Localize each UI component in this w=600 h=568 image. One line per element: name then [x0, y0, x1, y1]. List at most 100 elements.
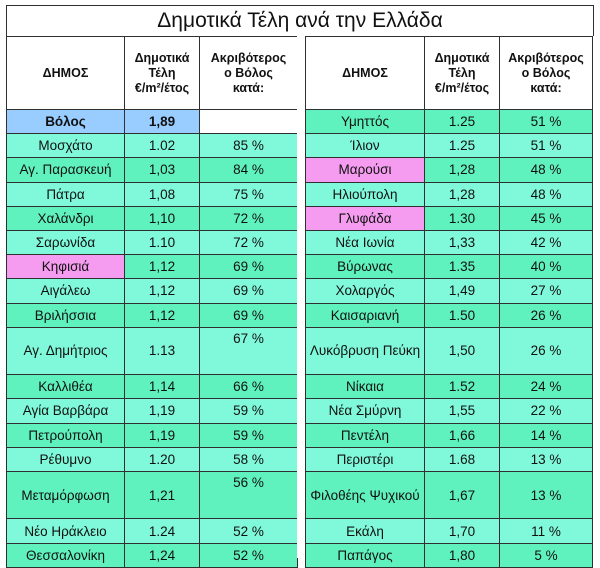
fees-sheet: Δημοτικά Τέλη ανά την Ελλάδα ΔΗΜΟΣ Δημοτ… — [6, 5, 594, 568]
cell-city: Ρέθυμνο — [6, 446, 125, 472]
cell-diff: 84 % — [199, 157, 298, 183]
cell-diff: 69 % — [199, 254, 298, 280]
table-row: Νέο Ηράκλειο 1.24 52 % — [6, 518, 298, 544]
table-row: Μαρούσι 1,28 48 % — [305, 157, 593, 183]
cell-city: Ίλιον — [305, 133, 425, 159]
table-row: Χολαργός 1,49 27 % — [305, 278, 593, 304]
cell-city: Αγ. Δημήτριος — [6, 326, 125, 376]
header-fee: Δημοτικά Τέλη €/m²/έτος — [124, 36, 200, 110]
table-row: Ίλιον 1.25 51 % — [305, 133, 593, 159]
cell-fee: 1,49 — [424, 278, 500, 304]
cell-diff: 52 % — [199, 518, 298, 544]
table-row: Καισαριανή 1.50 26 % — [305, 302, 593, 328]
cell-diff: 48 % — [499, 181, 593, 207]
cell-city: Χαλάνδρι — [6, 205, 125, 231]
cell-diff: 69 % — [199, 278, 298, 304]
cell-city: Νέο Ηράκλειο — [6, 518, 125, 544]
cell-fee: 1.68 — [424, 446, 500, 472]
table-row: Νέα Ιωνία 1,33 42 % — [305, 229, 593, 256]
cell-fee: 1.10 — [124, 229, 200, 256]
header-city: ΔΗΜΟΣ — [305, 36, 425, 110]
right-table: ΔΗΜΟΣ Δημοτικά Τέλη €/m²/έτος Ακριβότερος ο… — [305, 36, 593, 568]
cell-diff: 24 % — [499, 374, 593, 400]
cell-fee: 1,10 — [124, 205, 200, 231]
cell-city: Αιγάλεω — [6, 278, 125, 304]
table-row: Παπάγος 1,80 5 % — [305, 542, 593, 568]
cell-fee: 1.13 — [124, 326, 200, 376]
cell-city: Μεταμόρφωση — [6, 470, 125, 520]
cell-city: Ηλιούπολη — [305, 181, 425, 207]
cell-diff: 40 % — [499, 254, 593, 280]
header-fee: Δημοτικά Τέλη €/m²/έτος — [424, 36, 500, 110]
cell-diff: 27 % — [499, 278, 593, 304]
table-row: Χαλάνδρι 1,10 72 % — [6, 205, 298, 231]
table-row: Υμηττός 1.25 51 % — [305, 108, 593, 135]
table-row: Πετρούπολη 1,19 59 % — [6, 422, 298, 448]
cell-fee: 1,66 — [424, 422, 500, 448]
cell-fee: 1,28 — [424, 157, 500, 183]
table-row: Αγία Βαρβάρα 1,19 59 % — [6, 398, 298, 424]
cell-fee: 1.50 — [424, 302, 500, 328]
cell-diff: 85 % — [199, 133, 298, 159]
cell-fee: 1,70 — [424, 518, 500, 544]
cell-diff: 56 % — [199, 470, 298, 520]
cell-diff: 11 % — [499, 518, 593, 544]
cell-diff: 45 % — [499, 205, 593, 231]
cell-city: Σαρωνίδα — [6, 229, 125, 256]
header-diff: Ακριβότερος ο Βόλος κατά: — [499, 36, 593, 110]
cell-diff: 72 % — [199, 229, 298, 256]
cell-diff: 66 % — [199, 374, 298, 400]
cell-city: Νέα Ιωνία — [305, 229, 425, 256]
table-row: Κηφισιά 1,12 69 % — [6, 254, 298, 280]
cell-city: Βύρωνας — [305, 254, 425, 280]
table-row: Ρέθυμνο 1.20 58 % — [6, 446, 298, 472]
cell-diff: 59 % — [199, 398, 298, 424]
cell-diff: 26 % — [499, 302, 593, 328]
cell-diff: 26 % — [499, 326, 593, 376]
table-title: Δημοτικά Τέλη ανά την Ελλάδα — [6, 5, 594, 36]
cell-city: Βριλήσσια — [6, 302, 125, 328]
cell-fee: 1,12 — [124, 254, 200, 280]
table-row: Βύρωνας 1.35 40 % — [305, 254, 593, 280]
cell-fee: 1,14 — [124, 374, 200, 400]
cell-diff: 13 % — [499, 470, 593, 520]
cell-fee: 1.02 — [124, 133, 200, 159]
cell-fee: 1,19 — [124, 398, 200, 424]
table-row: Γλυφάδα 1.30 45 % — [305, 205, 593, 231]
table-row: Ηλιούπολη 1,28 48 % — [305, 181, 593, 207]
cell-city: Πετρούπολη — [6, 422, 125, 448]
cell-fee: 1,03 — [124, 157, 200, 183]
cell-diff: 72 % — [199, 205, 298, 231]
cell-fee: 1,89 — [124, 108, 200, 135]
cell-fee: 1,21 — [124, 470, 200, 520]
table-row: Φιλοθέης Ψυχικού 1,67 13 % — [305, 470, 593, 520]
cell-city: Περιστέρι — [305, 446, 425, 472]
table-row: Νέα Σμύρνη 1,55 22 % — [305, 398, 593, 424]
cell-diff: 51 % — [499, 133, 593, 159]
cell-fee: 1.25 — [424, 133, 500, 159]
table-row: Μεταμόρφωση 1,21 56 % — [6, 470, 298, 520]
cell-city: Νίκαια — [305, 374, 425, 400]
cell-diff: 58 % — [199, 446, 298, 472]
table-row: Μοσχάτο 1.02 85 % — [6, 133, 298, 159]
cell-city: Υμηττός — [305, 108, 425, 135]
cell-fee: 1,12 — [124, 302, 200, 328]
cell-city: Πάτρα — [6, 181, 125, 207]
header-city: ΔΗΜΟΣ — [6, 36, 125, 110]
table-row: Λυκόβρυση Πεύκη 1,50 26 % — [305, 326, 593, 376]
cell-city: Αγ. Παρασκευή — [6, 157, 125, 183]
cell-diff: 13 % — [499, 446, 593, 472]
table-row: Αγ. Δημήτριος 1.13 67 % — [6, 326, 298, 376]
cell-city: Καισαριανή — [305, 302, 425, 328]
cell-city: Γλυφάδα — [305, 205, 425, 231]
table-row: Αγ. Παρασκευή 1,03 84 % — [6, 157, 298, 183]
cell-fee: 1.20 — [124, 446, 200, 472]
table-row: Βόλος 1,89 — [6, 108, 298, 135]
table-row: Περιστέρι 1.68 13 % — [305, 446, 593, 472]
table-row: Πάτρα 1,08 75 % — [6, 181, 298, 207]
cell-city: Κηφισιά — [6, 254, 125, 280]
cell-diff: 59 % — [199, 422, 298, 448]
cell-fee: 1,55 — [424, 398, 500, 424]
cell-city: Φιλοθέης Ψυχικού — [305, 470, 425, 520]
table-row: Καλλιθέα 1,14 66 % — [6, 374, 298, 400]
